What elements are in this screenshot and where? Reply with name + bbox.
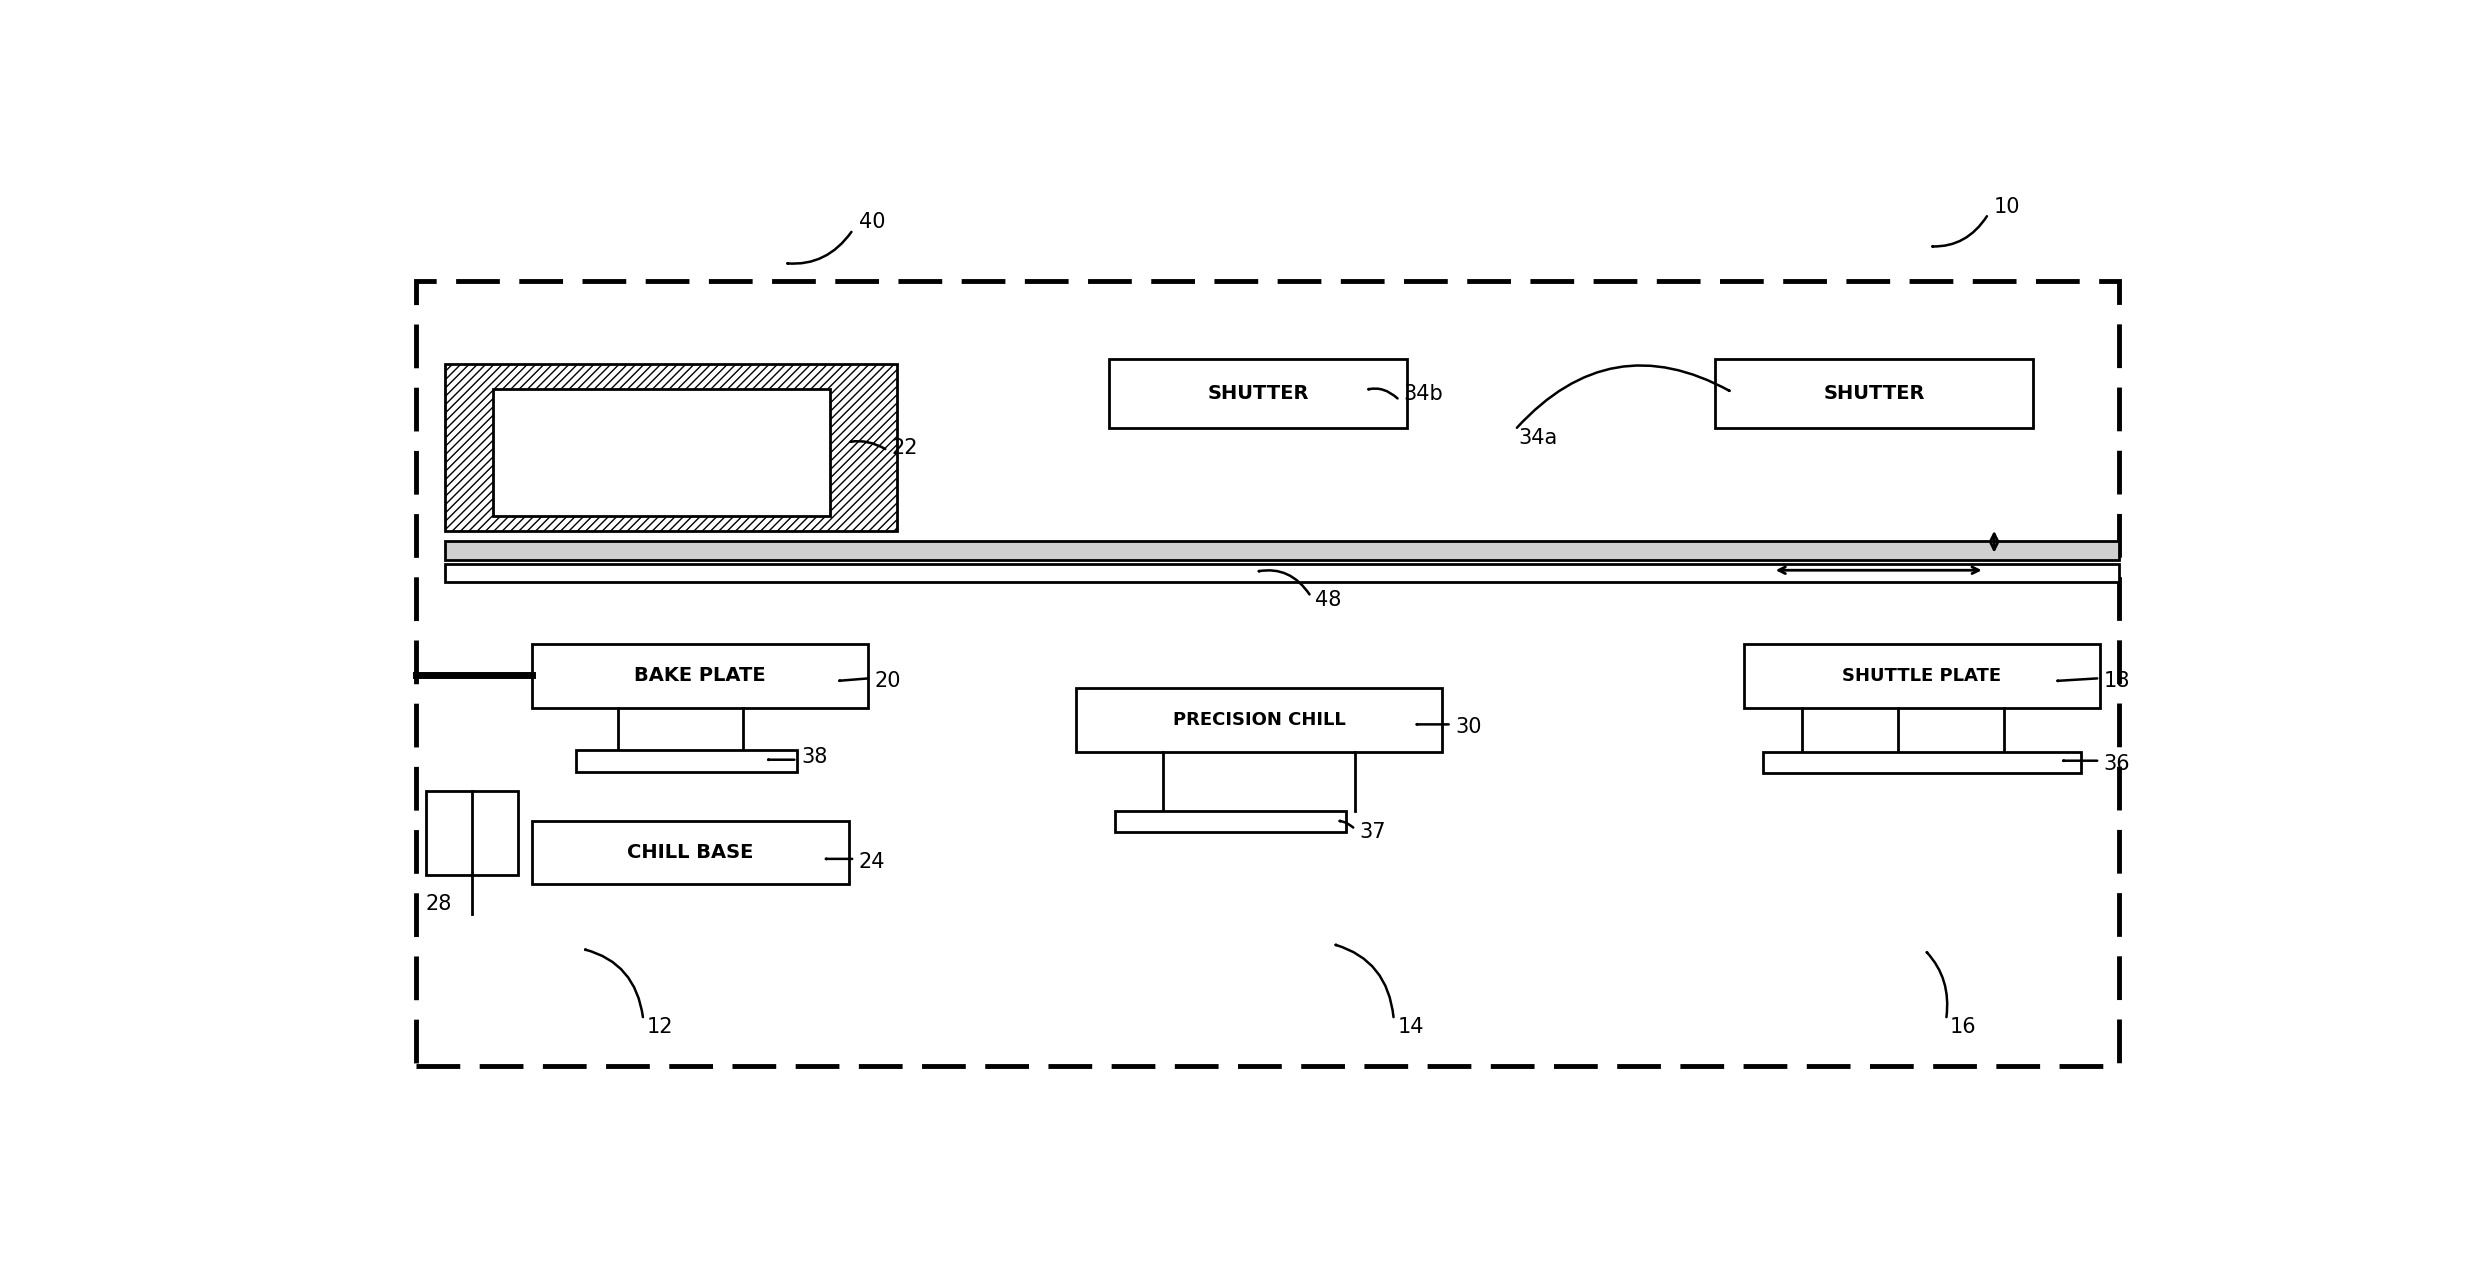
Text: 37: 37 xyxy=(1358,822,1386,843)
Bar xyxy=(427,790,519,875)
Text: SHUTTER: SHUTTER xyxy=(1823,384,1924,403)
Text: 30: 30 xyxy=(1455,718,1482,737)
Text: 16: 16 xyxy=(1949,1016,1976,1037)
Text: 12: 12 xyxy=(648,1016,673,1037)
FancyArrowPatch shape xyxy=(2058,678,2098,681)
Bar xyxy=(1763,752,2081,774)
Text: 40: 40 xyxy=(859,212,886,232)
FancyArrowPatch shape xyxy=(1368,389,1398,399)
Text: 22: 22 xyxy=(891,437,919,458)
FancyArrowPatch shape xyxy=(1259,570,1309,594)
Text: 28: 28 xyxy=(427,894,452,914)
Bar xyxy=(1110,360,1408,428)
Bar xyxy=(1743,644,2101,708)
Text: 36: 36 xyxy=(2103,754,2130,774)
Text: 38: 38 xyxy=(802,747,827,766)
Text: 24: 24 xyxy=(859,852,886,872)
Bar xyxy=(444,565,2120,581)
Text: PRECISION CHILL: PRECISION CHILL xyxy=(1172,711,1346,729)
Text: SHUTTLE PLATE: SHUTTLE PLATE xyxy=(1842,667,2001,685)
Text: 34b: 34b xyxy=(1403,384,1443,403)
Text: CHILL BASE: CHILL BASE xyxy=(628,843,755,862)
Bar xyxy=(531,644,869,708)
Text: BAKE PLATE: BAKE PLATE xyxy=(633,667,765,685)
Bar xyxy=(444,541,2120,561)
Text: 48: 48 xyxy=(1316,590,1341,609)
Bar xyxy=(494,389,829,516)
Bar xyxy=(576,750,797,771)
Text: 14: 14 xyxy=(1398,1016,1425,1037)
Text: 10: 10 xyxy=(1994,198,2021,217)
FancyArrowPatch shape xyxy=(1336,945,1393,1017)
Text: SHUTTER: SHUTTER xyxy=(1207,384,1309,403)
FancyArrowPatch shape xyxy=(787,232,852,264)
FancyArrowPatch shape xyxy=(1341,821,1353,827)
Text: 18: 18 xyxy=(2103,671,2130,691)
FancyArrowPatch shape xyxy=(839,678,867,681)
FancyArrowPatch shape xyxy=(1517,366,1731,428)
FancyArrowPatch shape xyxy=(852,441,886,449)
Bar xyxy=(444,365,896,530)
FancyArrowPatch shape xyxy=(586,950,643,1017)
Bar xyxy=(1115,811,1346,833)
Bar xyxy=(531,821,849,885)
Bar xyxy=(1075,688,1443,752)
Text: 20: 20 xyxy=(874,671,901,691)
Text: 34a: 34a xyxy=(1520,427,1559,448)
FancyArrowPatch shape xyxy=(1932,217,1986,247)
Bar xyxy=(1716,360,2034,428)
FancyArrowPatch shape xyxy=(1927,952,1947,1017)
